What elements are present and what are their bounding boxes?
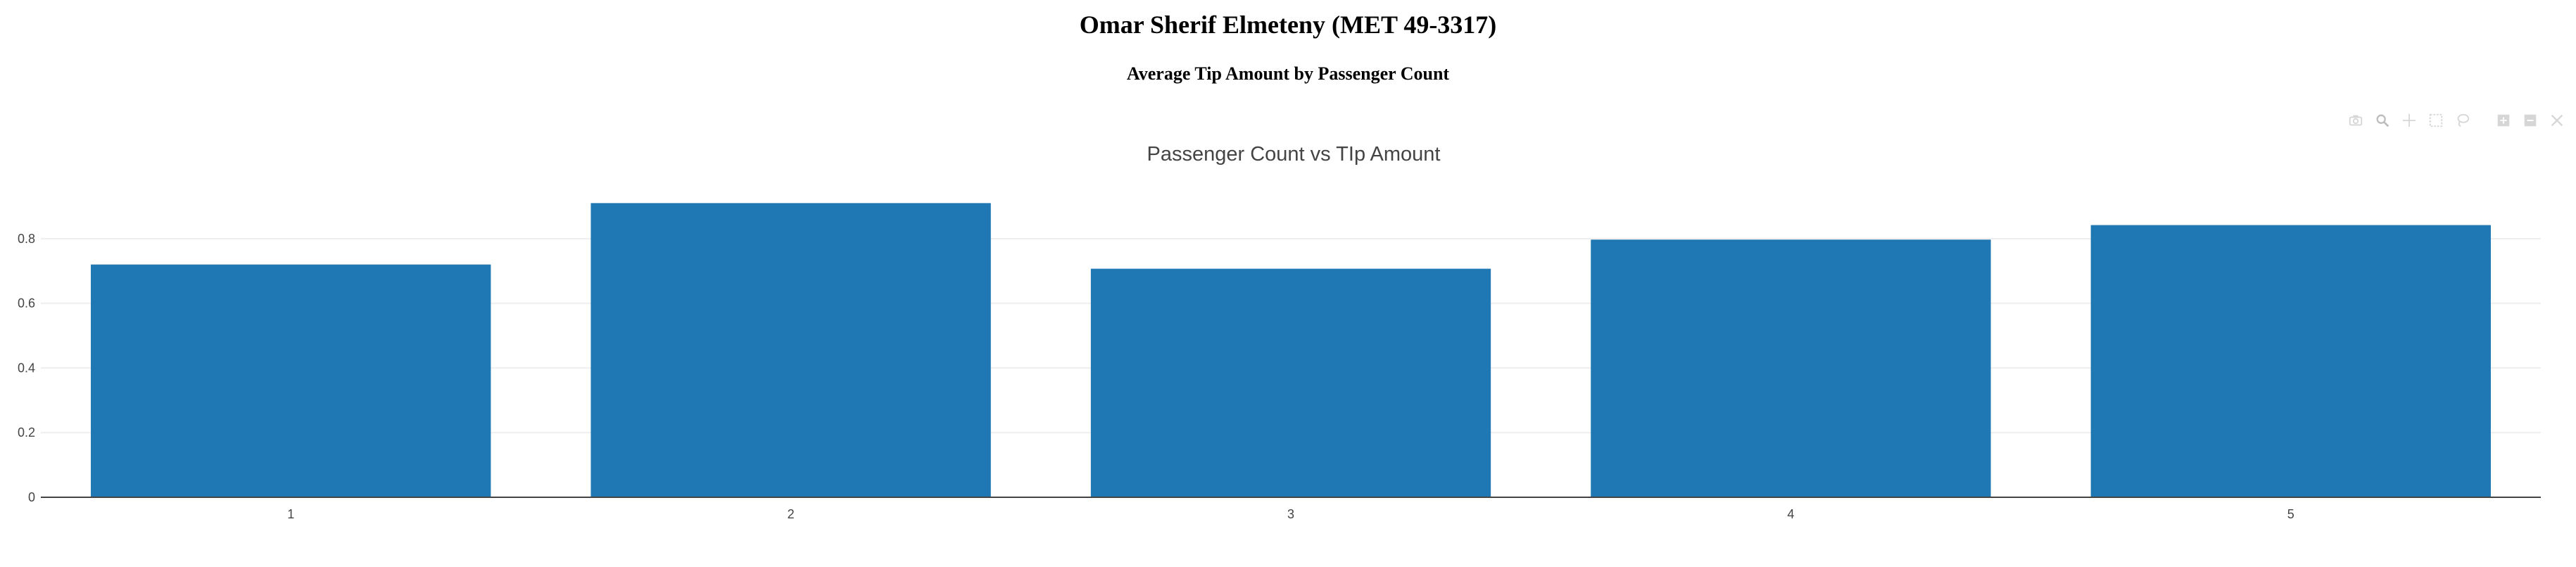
page-title: Omar Sherif Elmeteny (MET 49-3317) (1079, 11, 1497, 39)
autoscale-icon[interactable] (2546, 110, 2568, 131)
page-subtitle: Average Tip Amount by Passenger Count (1126, 63, 1450, 84)
chart-title: Passenger Count vs TIp Amount (1147, 143, 1441, 166)
bar (2090, 225, 2491, 497)
chart-modebar (2345, 110, 2576, 131)
y-tick-label: 0.4 (18, 361, 35, 375)
bar (1591, 239, 1991, 497)
lasso-select-icon[interactable] (2452, 110, 2473, 131)
bars (91, 203, 2491, 497)
x-tick-label: 5 (2287, 507, 2294, 521)
bar (591, 203, 991, 497)
camera-icon[interactable] (2345, 110, 2366, 131)
y-tick-label: 0.8 (18, 232, 35, 246)
bar (1090, 268, 1491, 497)
y-tick-label: 0 (28, 490, 35, 504)
pan-icon[interactable] (2399, 110, 2420, 131)
zoom-icon[interactable] (2372, 110, 2393, 131)
x-tick-label: 1 (287, 507, 294, 521)
zoom-out-icon[interactable] (2520, 110, 2541, 131)
y-tick-label: 0.2 (18, 425, 35, 440)
axes: 0 0.2 0.4 0.6 0.8 1 2 3 4 5 (18, 232, 2541, 521)
box-select-icon[interactable] (2425, 110, 2446, 131)
bar (91, 264, 491, 497)
zoom-in-icon[interactable] (2493, 110, 2514, 131)
x-tick-label: 4 (1787, 507, 1794, 521)
x-tick-label: 2 (788, 507, 795, 521)
x-tick-label: 3 (1287, 507, 1294, 521)
y-tick-label: 0.6 (18, 297, 35, 311)
